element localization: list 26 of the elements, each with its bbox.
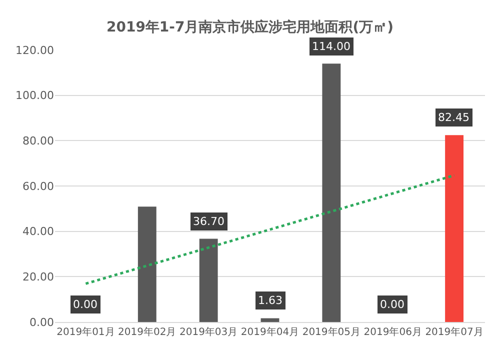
x-tick-label: 2019年04月 — [240, 326, 300, 338]
x-tick-label: 2019年02月 — [118, 326, 176, 338]
data-label: 82.45 — [438, 111, 470, 124]
bar — [138, 206, 156, 322]
x-tick-label: 2019年06月 — [364, 326, 422, 338]
y-tick-label: 40.00 — [22, 225, 54, 238]
y-tick-label: 80.00 — [22, 134, 54, 148]
data-label: 114.00 — [312, 40, 350, 53]
y-tick-label: 120.00 — [16, 44, 54, 57]
bar — [322, 64, 341, 322]
bar — [445, 135, 464, 322]
data-label: 1.63 — [258, 294, 282, 307]
bar — [199, 238, 218, 322]
x-tick-label: 2019年03月 — [179, 326, 238, 338]
y-tick-label: 100.00 — [16, 89, 54, 102]
bar — [260, 318, 280, 322]
y-tick-label: 60.00 — [22, 180, 54, 193]
x-tick-label: 2019年05月 — [302, 326, 361, 338]
x-tick-label: 2019年07月 — [425, 326, 484, 338]
y-tick-label: 20.00 — [22, 270, 54, 284]
data-label: 0.00 — [73, 298, 98, 311]
data-label: 36.70 — [193, 215, 224, 228]
y-tick-label: 0.00 — [30, 316, 54, 329]
x-tick-label: 2019年01月 — [56, 326, 115, 338]
data-label: 0.00 — [380, 298, 404, 311]
chart-title: 2019年1-7月南京市供应涉宅用地面积(万㎡) — [106, 18, 394, 36]
